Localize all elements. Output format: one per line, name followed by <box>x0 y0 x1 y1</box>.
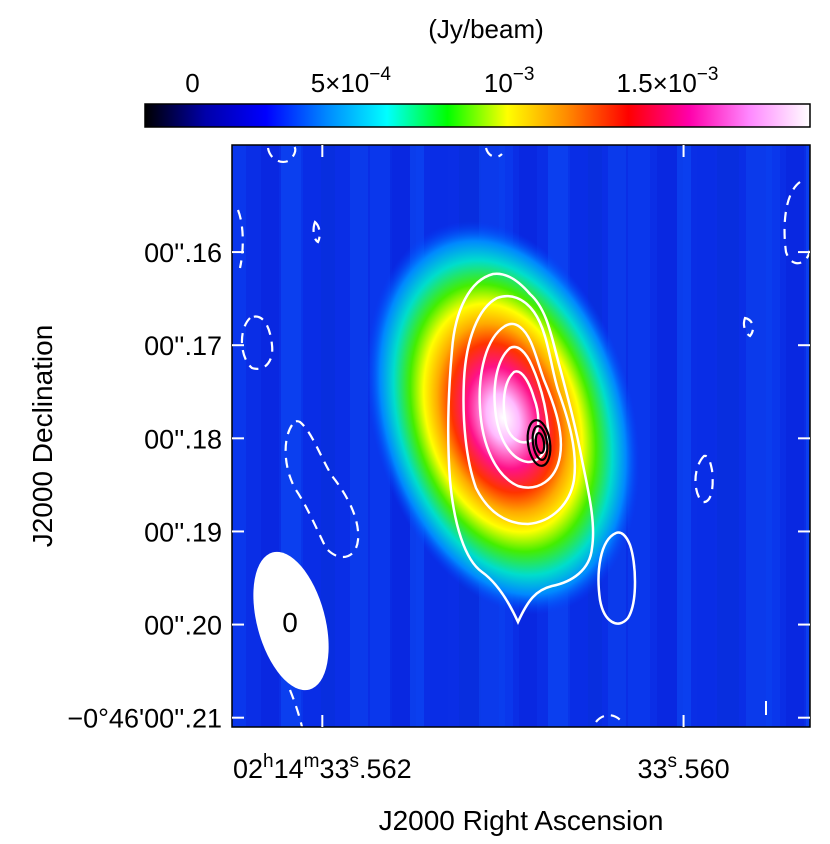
noise-stripe <box>628 145 650 727</box>
contour-level-3 <box>478 322 563 489</box>
noise-stripe <box>677 145 691 727</box>
contour-level-2 <box>462 294 577 526</box>
negative-contour <box>240 315 274 370</box>
y-tick-label: 00''.19 <box>144 517 222 547</box>
contour-level-4 <box>493 345 550 464</box>
colorbar-tick-label: 10−3 <box>484 64 535 98</box>
x-axis-label: J2000 Right Ascension <box>379 805 664 836</box>
plot-frame <box>231 144 811 728</box>
negative-contour <box>288 689 304 727</box>
contour-side-blob <box>597 531 637 625</box>
compact-source-contours <box>526 419 552 467</box>
y-tick-labels: 00''.16 00''.17 00''.18 00''.19 00''.20 −0°46… <box>67 238 222 734</box>
negative-contour <box>694 454 714 504</box>
negative-contour <box>742 316 755 338</box>
y-axis-label: J2000 Declination <box>27 325 58 548</box>
y-tick-label: 00''.17 <box>144 331 222 361</box>
noise-stripe <box>717 145 739 727</box>
x-tick-labels: 02h14m33s.562 33s.560 <box>233 751 730 784</box>
beam-ellipse: 0 <box>253 551 329 691</box>
negative-contour <box>312 220 321 244</box>
compact-contour-outer <box>526 419 552 467</box>
y-tick-label: −0°46'00''.21 <box>67 704 222 734</box>
contour-level-1 <box>447 272 595 626</box>
noise-stripe <box>321 145 335 727</box>
axis-tick-marks <box>232 145 810 727</box>
colorbar-bar <box>144 103 811 128</box>
noise-stripe <box>232 145 246 727</box>
noise-stripe <box>786 145 804 727</box>
positive-contours <box>447 272 637 626</box>
colorbar-tick-labels: 0 5×10−4 10−3 1.5×10−3 <box>185 64 718 98</box>
source-core <box>366 221 640 615</box>
noise-stripe <box>766 145 780 727</box>
negative-contour <box>595 714 623 723</box>
noise-stripe <box>806 145 810 727</box>
y-tick-label: 00''.20 <box>144 611 222 641</box>
negative-contour <box>266 145 297 164</box>
colorbar-tick-label: 0 <box>185 68 199 98</box>
noise-stripe <box>826 145 830 727</box>
negative-contour <box>284 420 360 558</box>
y-tick-label: 00''.16 <box>144 238 222 268</box>
noise-stripe <box>697 145 715 727</box>
colorbar-label: (Jy/beam) <box>428 14 544 44</box>
compact-contour-middle <box>531 425 549 461</box>
colorbar-tick-label: 1.5×10−3 <box>617 64 719 98</box>
y-tick-label: 00''.18 <box>144 424 222 454</box>
negative-contour <box>236 209 244 269</box>
negative-contours <box>236 145 810 727</box>
plot-area: 0 00''.16 00''.17 00''.18 00''.19 00''.20 −0°… <box>67 144 830 784</box>
negative-contour <box>783 181 810 265</box>
x-tick-label: 02h14m33s.562 <box>233 751 412 784</box>
x-tick-label: 33s.560 <box>638 751 730 784</box>
negative-contour <box>484 147 503 158</box>
noise-stripe <box>350 145 368 727</box>
source-emission <box>366 221 640 615</box>
beam-label: 0 <box>282 607 298 638</box>
colorbar: (Jy/beam) 0 5×10−4 10−3 1.5×10−3 <box>144 14 811 128</box>
compact-contour-inner <box>534 431 546 455</box>
colorbar-tick-label: 5×10−4 <box>311 64 392 98</box>
